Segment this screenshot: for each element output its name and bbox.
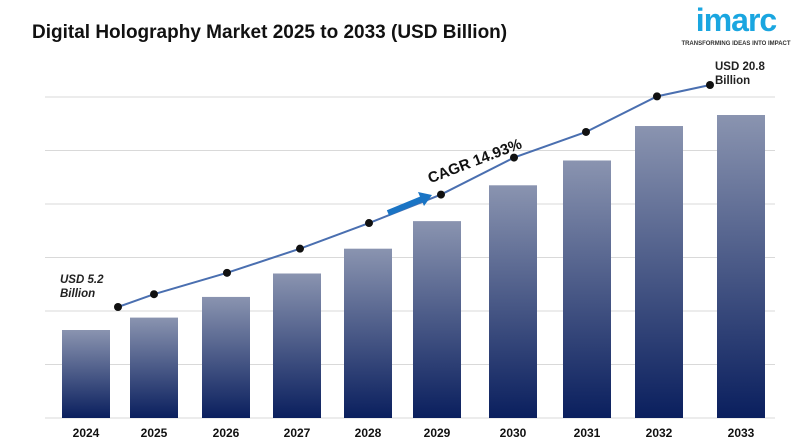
start-value: USD 5.2 [60,274,104,286]
trend-point-2026 [223,268,231,277]
x-tick-label: 2028 [355,426,382,440]
trend-point-2031 [582,127,590,136]
chart-title: Digital Holography Market 2025 to 2033 (… [32,22,508,43]
trend-point-2029 [437,190,445,199]
x-tick-label: 2024 [73,426,100,440]
logo-tagline: TRANSFORMING IDEAS INTO IMPACT [681,41,791,47]
trend-point-2032 [653,92,661,101]
bar-2031 [563,160,611,418]
bar-2033 [717,115,765,418]
x-tick-label: 2026 [213,426,240,440]
bar-2024 [62,330,110,418]
bar-2027 [273,273,321,418]
trend-point-2033 [706,81,714,89]
start-annotation: USD 5.2 Billion [60,273,103,301]
bar-2030 [489,185,537,418]
bar-2025 [130,317,178,418]
trend-point-2028 [365,219,373,228]
end-value: USD 20.8 [715,61,765,73]
trend-point-2027 [296,244,304,253]
x-tick-label: 2025 [141,426,168,440]
x-tick-label: 2032 [646,426,673,440]
bar-2026 [202,296,250,418]
x-tick-label: 2033 [728,426,755,440]
x-tick-label: 2027 [284,426,311,440]
logo-word: imarc [695,2,777,38]
end-annotation: USD 20.8 Billion [715,60,765,88]
bar-2032 [635,126,683,419]
start-unit: Billion [60,288,96,300]
cagr-arrow-icon [386,192,432,216]
end-unit: Billion [715,75,751,87]
imarc-logo: imarc TRANSFORMING IDEAS INTO IMPACT [680,2,792,48]
trend-point-2030 [510,153,518,162]
x-tick-label: 2031 [574,426,601,440]
trend-point-2025 [150,290,158,299]
bar-2029 [413,221,461,418]
bar-2028 [344,248,392,418]
x-tick-label: 2029 [424,426,451,440]
x-tick-label: 2030 [500,426,527,440]
trend-point-2024 [114,303,122,311]
